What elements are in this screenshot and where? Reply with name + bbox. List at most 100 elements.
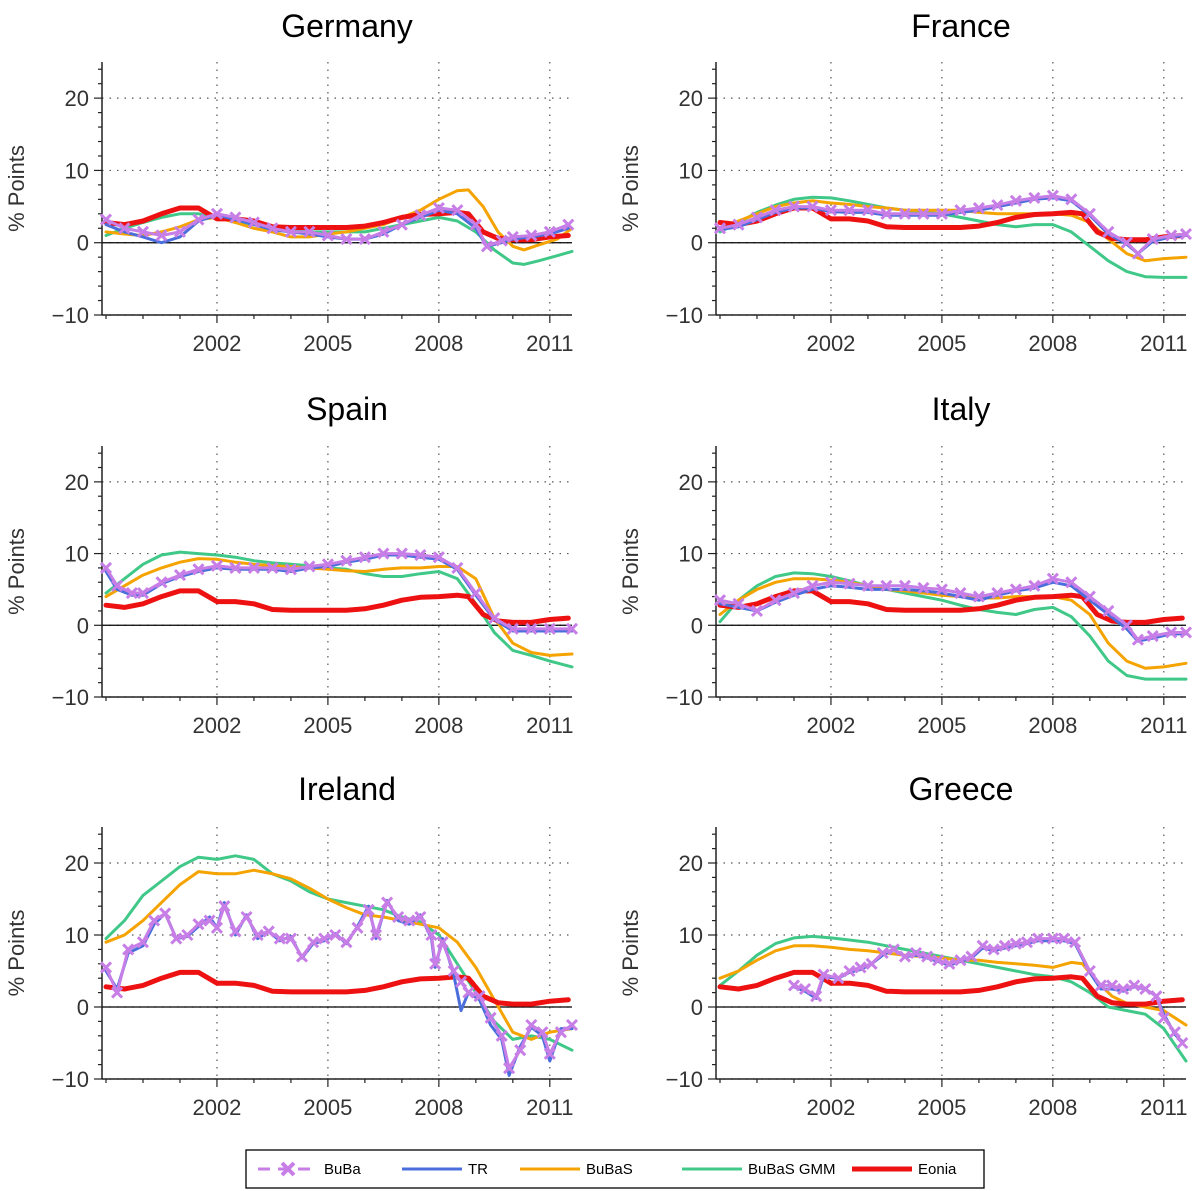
x-tick-label: 2011 — [1140, 1095, 1187, 1120]
data-point-buba — [192, 213, 205, 226]
y-tick-label: 10 — [679, 542, 703, 567]
data-point-buba — [155, 576, 168, 589]
y-tick-label: −10 — [666, 1067, 703, 1092]
y-axis-label: % Points — [618, 145, 643, 232]
y-tick-label: 10 — [65, 923, 89, 948]
data-point-buba — [266, 222, 279, 235]
legend-label: BuBaS — [586, 1161, 633, 1178]
data-point-buba — [377, 225, 390, 238]
panel-spain: Spain % Points −10 0 10 20 2002 2005 2008 2011 — [4, 391, 579, 738]
data-point-buba — [543, 225, 556, 238]
data-point-buba — [536, 1026, 549, 1039]
data-point-buba — [122, 943, 135, 956]
data-point-buba — [506, 622, 519, 635]
legend-item-buba: BuBa — [258, 1161, 361, 1178]
data-point-buba — [1131, 247, 1144, 260]
series-line-tr — [104, 898, 574, 1077]
panel-ireland: Ireland % Points −10 0 10 20 2002 2005 2008 2011 — [4, 771, 579, 1120]
data-point-buba — [1102, 225, 1115, 238]
x-tick-label: 2005 — [303, 713, 352, 738]
data-point-buba — [403, 914, 416, 927]
data-point-buba — [210, 207, 224, 220]
data-point-buba — [210, 559, 224, 572]
data-point-buba — [565, 1018, 579, 1032]
data-point-buba — [806, 200, 819, 213]
data-point-buba — [136, 936, 150, 949]
data-point-buba — [1009, 937, 1022, 950]
data-point-buba — [954, 586, 967, 600]
data-point-buba — [469, 586, 482, 600]
data-point-buba — [251, 928, 264, 942]
data-point-buba — [1128, 979, 1141, 992]
data-point-buba — [1009, 194, 1022, 207]
data-point-buba — [713, 222, 727, 235]
data-point-buba — [898, 579, 911, 592]
data-point-buba — [469, 218, 482, 231]
data-point-buba — [99, 961, 113, 974]
legend-label: Eonia — [918, 1161, 957, 1178]
y-tick-label: 10 — [65, 158, 89, 183]
data-point-buba — [295, 950, 309, 963]
series-line-bubasgmm — [718, 195, 1188, 279]
x-tick-label: 2005 — [303, 331, 352, 356]
data-point-buba — [192, 563, 205, 576]
data-point-buba — [1031, 932, 1045, 945]
data-point-buba — [229, 211, 242, 224]
data-point-buba — [1028, 579, 1041, 592]
data-point-buba — [1146, 629, 1159, 643]
y-tick-label: −10 — [52, 303, 89, 328]
data-point-buba — [503, 1062, 516, 1075]
data-point-buba — [321, 558, 334, 571]
data-point-buba — [381, 896, 394, 909]
series-line-eonia — [103, 205, 571, 243]
data-point-buba — [954, 954, 967, 967]
data-point-buba — [1094, 979, 1108, 992]
data-point-buba — [451, 204, 464, 217]
data-point-buba — [880, 579, 893, 592]
data-point-buba — [1083, 207, 1096, 220]
x-tick-label: 2005 — [303, 1095, 352, 1120]
data-point-buba — [1139, 982, 1152, 996]
data-point-buba — [148, 914, 161, 927]
data-point-buba — [480, 240, 493, 253]
data-point-buba — [425, 928, 438, 942]
data-point-buba — [1157, 1011, 1170, 1024]
x-tick-label: 2008 — [414, 1095, 463, 1120]
data-point-buba — [909, 946, 923, 960]
data-point-buba — [173, 569, 187, 582]
data-point-buba — [769, 594, 782, 607]
data-point-buba — [991, 586, 1004, 600]
x-tick-label: 2008 — [414, 331, 463, 356]
data-point-buba — [1065, 576, 1078, 589]
y-tick-label: 0 — [77, 995, 89, 1020]
data-point-buba — [1176, 1036, 1189, 1050]
data-point-buba — [155, 229, 168, 242]
data-point-buba — [392, 910, 405, 924]
panel-title: Greece — [909, 771, 1014, 807]
y-tick-label: 20 — [65, 470, 89, 495]
x-tick-label: 2011 — [526, 331, 573, 356]
y-tick-label: 10 — [65, 542, 89, 567]
x-tick-label: 2011 — [1140, 331, 1187, 356]
data-point-buba — [173, 225, 187, 238]
y-tick-label: 0 — [691, 231, 703, 256]
x-tick-label: 2005 — [917, 1095, 966, 1120]
data-point-buba — [192, 918, 205, 931]
data-point-buba — [965, 950, 978, 963]
data-point-buba — [732, 597, 745, 610]
data-point-buba — [1150, 990, 1163, 1003]
data-point-buba — [432, 201, 445, 215]
data-point-buba — [1117, 982, 1130, 996]
data-point-buba — [898, 207, 911, 220]
panel-title: Spain — [306, 391, 388, 427]
data-point-buba — [451, 561, 464, 574]
data-point-buba — [136, 225, 150, 238]
data-point-buba — [769, 204, 782, 217]
data-point-buba — [395, 547, 408, 560]
data-point-buba — [181, 928, 194, 942]
legend-item-eonia: Eonia — [852, 1161, 957, 1178]
y-tick-label: −10 — [666, 685, 703, 710]
legend-label: BuBaS GMM — [748, 1161, 836, 1178]
data-point-buba — [432, 551, 445, 564]
y-tick-label: 0 — [691, 995, 703, 1020]
